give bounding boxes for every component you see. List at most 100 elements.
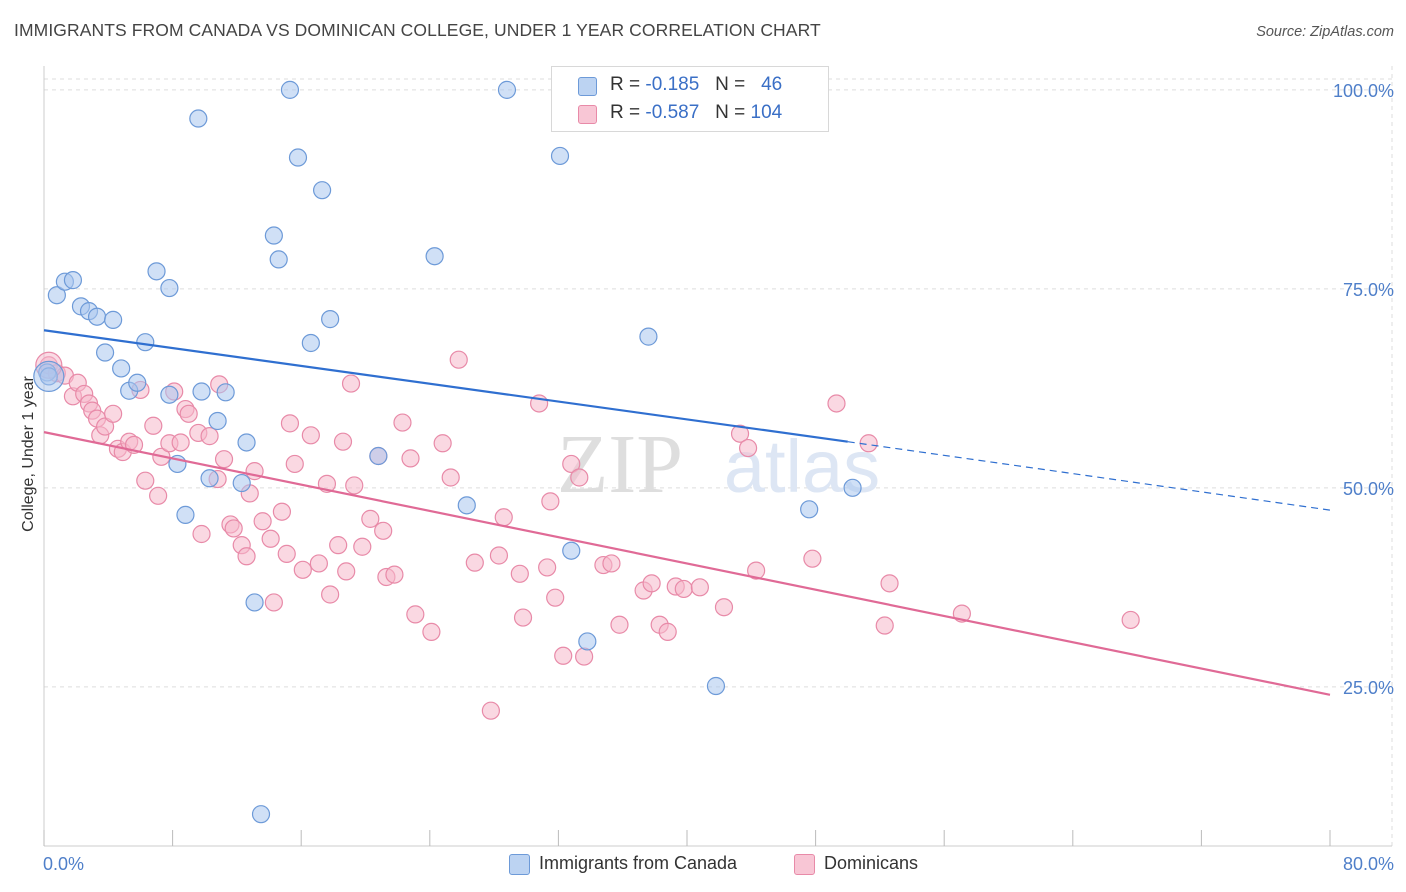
dominicans-point xyxy=(401,449,420,468)
canada-r-value: -0.185 xyxy=(645,74,700,95)
dominicans-point xyxy=(422,622,441,641)
canada-point xyxy=(639,327,658,346)
dominicans-point xyxy=(690,578,709,597)
canada-point xyxy=(706,676,726,696)
canada-point xyxy=(843,478,862,497)
dominicans-point xyxy=(714,598,734,617)
dominicans-point xyxy=(280,414,300,433)
dominicans-point xyxy=(337,562,356,581)
dominicans-point xyxy=(510,564,529,583)
dominicans-trend-line xyxy=(43,431,1331,696)
canada-point xyxy=(264,226,283,245)
canada-point xyxy=(95,343,115,362)
canada-legend-swatch xyxy=(509,854,530,875)
dominicans-point xyxy=(272,502,292,521)
canada-point xyxy=(425,247,444,266)
dominicans-point xyxy=(253,512,272,531)
dominicans-point xyxy=(309,554,328,573)
canada-point xyxy=(104,310,123,329)
dominicans-point xyxy=(333,432,353,451)
y-tick-label: 50.0% xyxy=(1343,479,1394,499)
n-label: N = xyxy=(715,102,746,123)
r-label: R = xyxy=(610,74,641,95)
canada-point xyxy=(321,310,340,329)
dominicans-point xyxy=(546,588,565,607)
dominicans-point xyxy=(730,424,750,443)
dominicans-point xyxy=(264,593,283,612)
dominicans-swatch xyxy=(578,105,597,124)
dominicans-point xyxy=(433,434,452,453)
dominicans-point xyxy=(642,574,661,593)
dominicans-point xyxy=(179,404,198,423)
chart-title: IMMIGRANTS FROM CANADA VS DOMINICAN COLL… xyxy=(14,20,821,40)
dominicans-point xyxy=(192,524,211,544)
canada-swatch xyxy=(578,77,597,96)
dominicans-point xyxy=(602,554,621,573)
series-dominicans-points xyxy=(35,350,1140,720)
canada-point xyxy=(562,541,581,560)
canada-point xyxy=(128,373,147,392)
y-tick-label: 100.0% xyxy=(1333,81,1394,101)
dominicans-point xyxy=(285,454,304,474)
canada-point xyxy=(160,278,179,298)
dominicans-point xyxy=(674,579,693,599)
canada-point xyxy=(237,433,256,452)
trend-lines xyxy=(43,329,1331,696)
chart-source: Source: ZipAtlas.com xyxy=(1256,24,1394,40)
canada-point xyxy=(47,286,66,305)
canada-point xyxy=(550,146,570,166)
dominicans-point xyxy=(489,546,509,565)
canada-point xyxy=(800,500,819,519)
n-label: N = xyxy=(715,74,746,95)
dominicans-point xyxy=(361,509,380,528)
dominicans-r-value: -0.587 xyxy=(645,102,700,123)
dominicans-point xyxy=(575,647,594,666)
dominicans-point xyxy=(441,468,460,487)
canada-n-value: 46 xyxy=(761,74,783,95)
canada-point xyxy=(232,473,251,493)
dominicans-point xyxy=(610,615,629,634)
dominicans-point xyxy=(277,544,296,563)
r-label: R = xyxy=(610,102,641,123)
canada-point xyxy=(578,632,597,651)
dominicans-point xyxy=(465,553,484,572)
dominicans-point xyxy=(738,438,758,458)
canada-point xyxy=(251,805,271,824)
dominicans-point xyxy=(261,529,280,548)
canada-trend-line xyxy=(43,329,848,443)
dominicans-point xyxy=(541,492,560,511)
dominicans-point xyxy=(144,416,163,435)
dominicans-point xyxy=(214,450,234,469)
canada-point xyxy=(312,181,332,200)
gridlines xyxy=(44,66,1393,846)
y-tick-label: 75.0% xyxy=(1343,280,1394,300)
canada-point xyxy=(301,333,320,353)
canada-point xyxy=(497,80,517,99)
dominicans-point xyxy=(538,558,557,577)
dominicans-point xyxy=(341,374,361,393)
y-tick-labels: 25.0% 50.0% 75.0% 100.0% xyxy=(1333,81,1394,698)
canada-point xyxy=(87,307,107,326)
dominicans-point xyxy=(449,350,468,369)
canada-point xyxy=(33,360,65,393)
dominicans-point xyxy=(554,646,573,665)
dominicans-point xyxy=(293,560,312,579)
dominicans-point xyxy=(224,519,243,538)
dominicans-point xyxy=(104,404,123,423)
dominicans-point xyxy=(570,468,589,487)
dominicans-point xyxy=(345,476,364,495)
dominicans-legend-swatch xyxy=(794,854,815,875)
canada-point xyxy=(288,148,308,167)
dominicans-point xyxy=(353,537,372,556)
canada-point xyxy=(245,593,264,612)
series-canada-points xyxy=(33,80,862,824)
canada-point xyxy=(160,385,179,404)
canada-trend-extension xyxy=(847,441,1331,511)
dominicans-n-value: 104 xyxy=(750,102,783,123)
canada-point xyxy=(200,469,219,488)
dominicans-point xyxy=(237,547,256,566)
canada-point xyxy=(192,382,211,401)
dominicans-point xyxy=(1121,610,1140,630)
stats-legend: R = -0.185 N = 46 R = -0.587 N = 104 xyxy=(551,66,829,132)
